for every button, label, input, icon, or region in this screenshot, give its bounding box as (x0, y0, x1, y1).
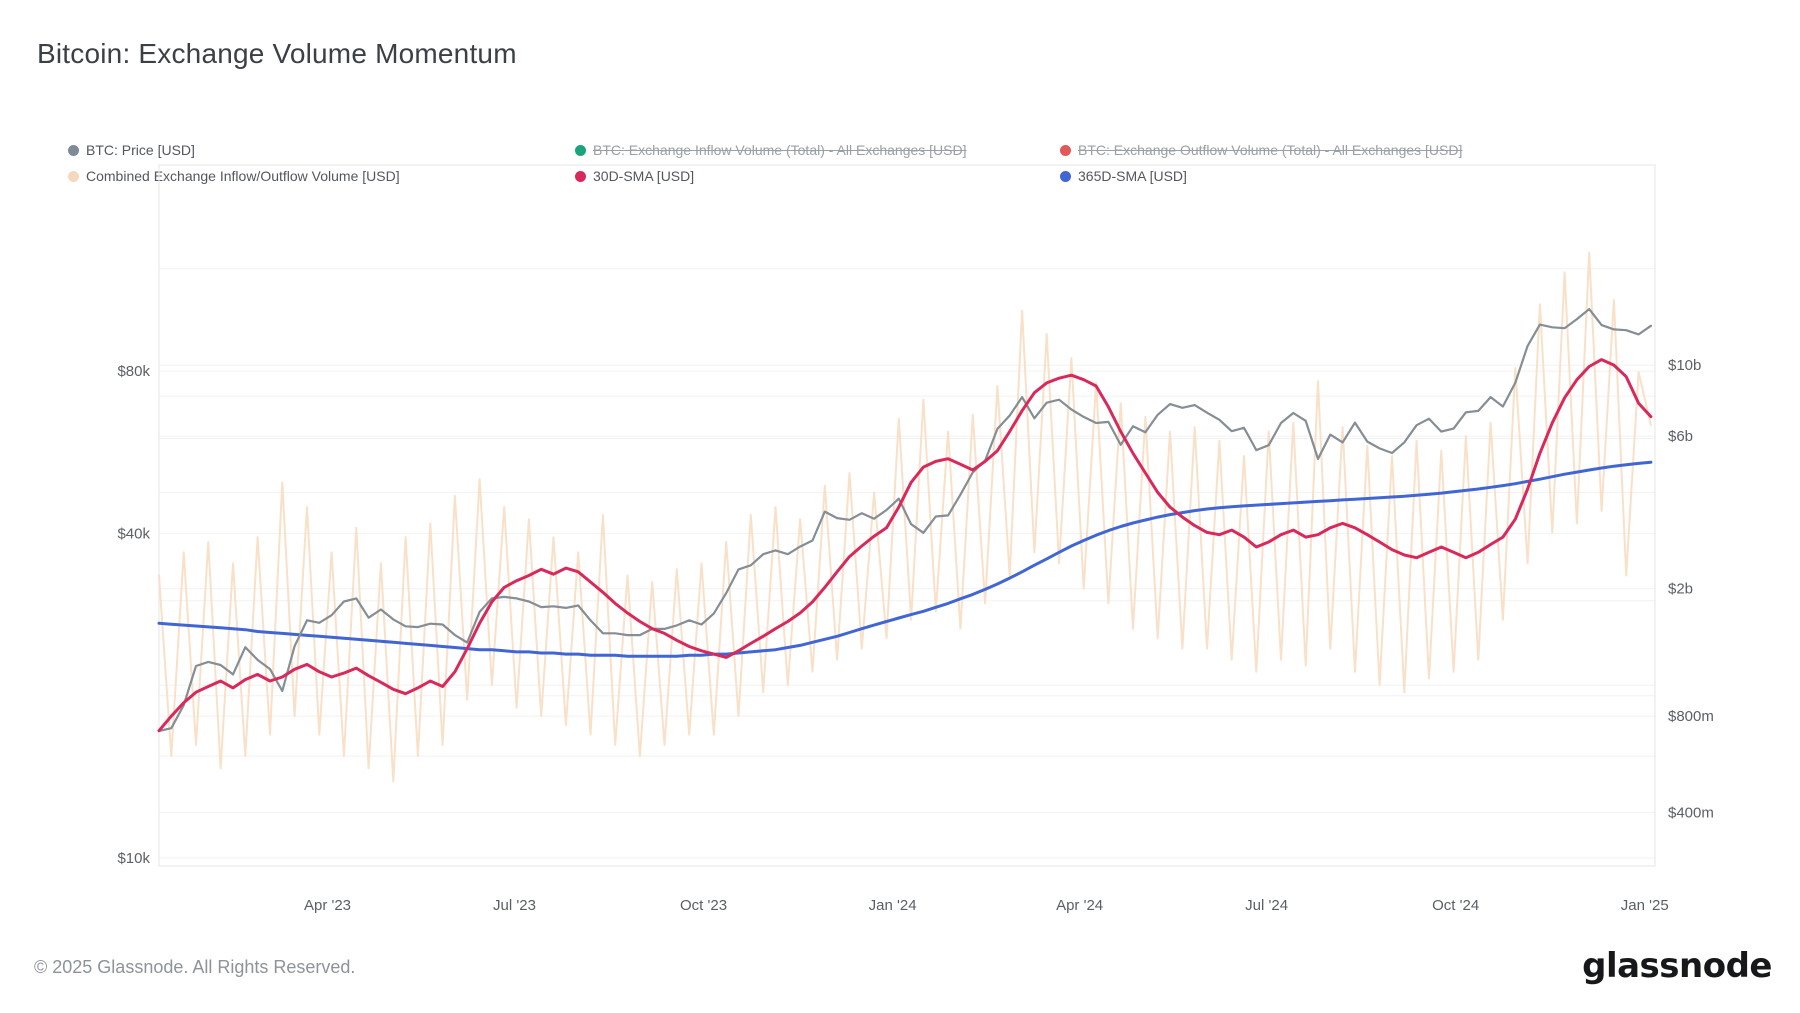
x-axis-tick-label: Oct '23 (680, 897, 727, 914)
left-axis-tick-label: $40k (117, 525, 150, 542)
right-axis-tick-label: $800m (1668, 708, 1714, 725)
legend-item-0[interactable]: BTC: Price [USD] (68, 142, 195, 158)
legend-item-3[interactable]: Combined Exchange Inflow/Outflow Volume … (68, 168, 400, 184)
legend-dot-icon (575, 170, 586, 182)
x-axis-tick-label: Apr '24 (1056, 897, 1103, 914)
left-axis-tick-label: $10k (117, 850, 150, 867)
legend-label: Combined Exchange Inflow/Outflow Volume … (86, 168, 400, 184)
series-line-30d-sma-usd (157, 358, 1653, 733)
legend-item-1[interactable]: BTC: Exchange Inflow Volume (Total) - Al… (575, 142, 967, 158)
glassnode-logo: glassnode (1582, 946, 1772, 986)
right-axis-tick-label: $400m (1668, 804, 1714, 821)
x-axis-tick-label: Jan '25 (1621, 897, 1669, 914)
x-axis-tick-label: Jul '24 (1245, 897, 1288, 914)
right-axis-tick-label: $10b (1668, 357, 1701, 374)
legend-item-4[interactable]: 30D-SMA [USD] (575, 168, 694, 184)
right-axis-tick-label: $6b (1668, 428, 1693, 445)
x-axis-tick-label: Apr '23 (304, 897, 351, 914)
legend-label: 30D-SMA [USD] (593, 168, 695, 184)
x-axis-tick-label: Jan '24 (869, 897, 917, 914)
plot-border (158, 164, 1656, 867)
legend-dot-icon (575, 144, 586, 156)
legend-row-1: BTC: Price [USD] BTC: Exchange Inflow Vol… (0, 142, 1800, 160)
legend-row-2: Combined Exchange Inflow/Outflow Volume … (0, 168, 1800, 186)
right-axis-tick-label: $2b (1668, 581, 1693, 598)
x-axis-tick-label: Oct '24 (1432, 897, 1479, 914)
legend-dot-icon (68, 144, 79, 156)
x-axis-tick-label: Jul '23 (493, 897, 536, 914)
legend-dot-icon (1060, 170, 1071, 182)
legend-label: BTC: Exchange Outflow Volume (Total) - A… (1078, 142, 1463, 158)
series-line-btc-price-usd (157, 308, 1652, 733)
legend-label: BTC: Price [USD] (86, 142, 195, 158)
page-title: Bitcoin: Exchange Volume Momentum (37, 38, 517, 69)
copyright-text: © 2025 Glassnode. All Rights Reserved. (34, 957, 356, 977)
left-axis-tick-label: $80k (117, 363, 150, 380)
legend-label: 365D-SMA [USD] (1078, 168, 1187, 184)
legend-item-5[interactable]: 365D-SMA [USD] (1060, 168, 1187, 184)
series-line-combined-exchange-inflow-outflow-volume-usd (158, 251, 1652, 783)
legend-dot-icon (68, 170, 79, 182)
legend-label: BTC: Exchange Inflow Volume (Total) - Al… (593, 142, 967, 158)
legend-item-2[interactable]: BTC: Exchange Outflow Volume (Total) - A… (1060, 142, 1462, 158)
legend-dot-icon (1060, 144, 1071, 156)
series-line-365d-sma-usd (157, 460, 1653, 658)
